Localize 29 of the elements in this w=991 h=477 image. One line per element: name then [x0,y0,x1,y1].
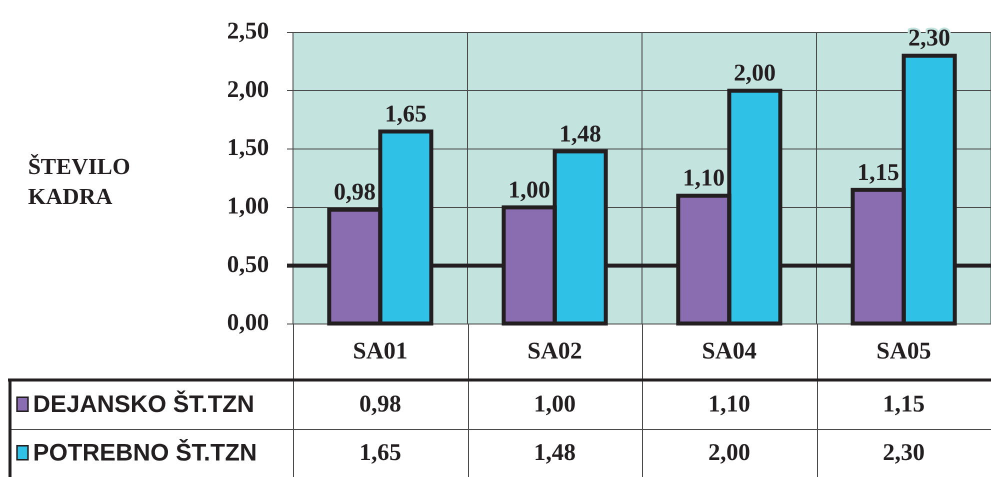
data-label: 1,10 [708,391,750,418]
y-tick-label: 2,00 [227,76,269,103]
legend-label: POTREBNO ŠT.TZN [33,438,258,466]
x-tick-label: SA01 [352,338,408,365]
y-tick-label: 0,50 [227,252,269,278]
x-tick-label: SA05 [876,338,932,365]
x-tick-label: SA02 [527,338,582,365]
legend-label: DEJANSKO ŠT.TZN [33,390,254,418]
data-label: 1,65 [359,440,402,466]
y-tick-label: 1,50 [227,135,269,162]
y-tick-label: 2,50 [227,18,269,45]
text: 1,65 [384,102,427,128]
y-tick-label: 0,00 [227,310,269,336]
data-label: 2,00 [708,440,750,466]
data-label: 0,98 [359,391,402,418]
text: 2,30 [908,26,950,52]
data-label: 1,00 [534,391,576,418]
y-tick-label: 1,00 [227,194,269,220]
text: 1,48 [559,121,602,148]
text: 0,98 [334,180,376,206]
data-label: 1,15 [882,391,925,418]
data-label: 1,48 [534,440,576,466]
text: 2,00 [734,60,776,87]
y-axis-title: ŠTEVILO KADRA [28,153,132,211]
x-tick-label: SA04 [702,338,757,365]
text: 1,00 [508,177,550,204]
text: 1,10 [682,166,725,192]
text: 1,15 [857,160,900,186]
data-label: 2,30 [882,440,925,466]
